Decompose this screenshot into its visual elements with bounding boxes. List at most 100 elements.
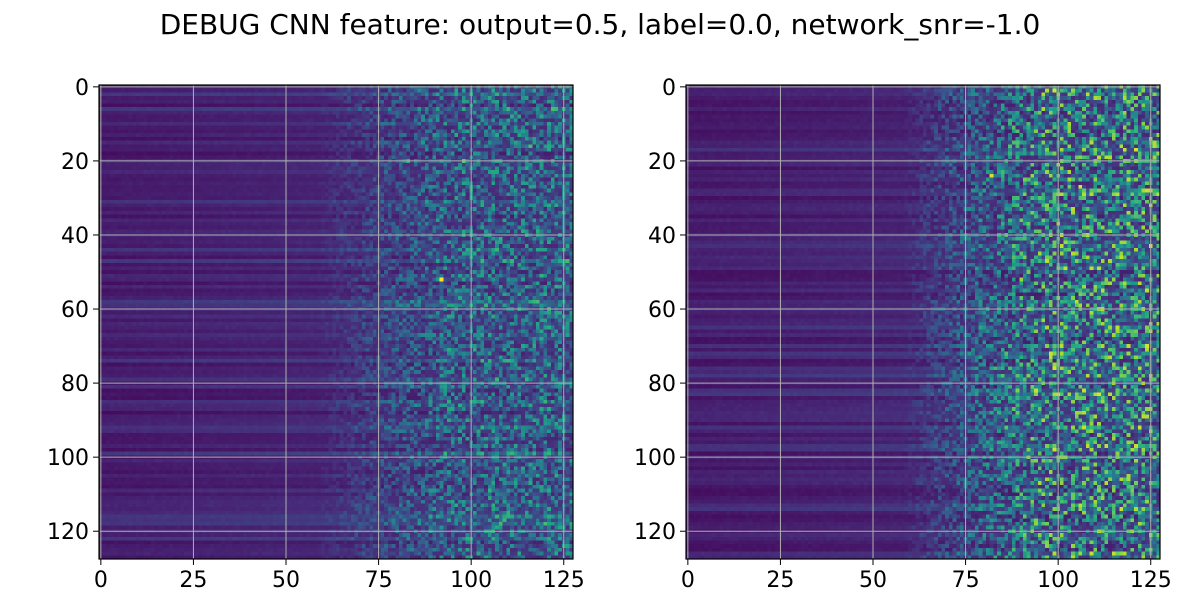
heatmap-cell [454,203,459,208]
heatmap-cell [302,144,307,149]
heatmap-cell [150,144,155,149]
heatmap-cell [176,222,181,227]
heatmap-cell [447,140,452,145]
heatmap-cell [236,133,241,138]
heatmap-cell [413,203,418,208]
heatmap-cell [217,184,222,190]
heatmap-cell [395,155,400,160]
heatmap-cell [421,177,426,182]
heatmap-cell [406,99,411,104]
heatmap-cell [535,170,541,175]
heatmap-cell [117,103,122,108]
heatmap-cell [480,155,485,160]
heatmap-cell [121,196,126,201]
heatmap-cell [410,118,415,123]
heatmap-cell [428,188,433,193]
heatmap-cell [428,222,433,227]
heatmap-cell [565,144,570,149]
heatmap-cell [521,136,526,141]
heatmap-cell [347,203,352,208]
heatmap-cell [128,199,133,204]
heatmap-cell [439,110,444,115]
heatmap-cell [173,140,178,145]
heatmap-cell [273,133,278,138]
heatmap-cell [350,99,355,104]
heatmap-cell [313,140,318,145]
heatmap-cell [295,125,300,130]
heatmap-cell [210,103,215,108]
heatmap-cell [491,151,496,156]
heatmap-cell [395,133,400,138]
heatmap-cell [435,181,441,186]
heatmap-cell [450,196,455,201]
heatmap-cell [243,181,248,186]
heatmap-cell [128,181,133,186]
heatmap-cell [510,136,515,141]
heatmap-cell [273,218,278,223]
heatmap-cell [543,225,548,230]
heatmap-cell [102,151,107,156]
heatmap-cell [332,114,337,119]
heatmap-cell [480,99,485,104]
heatmap-cell [139,144,144,149]
heatmap-cell [298,199,304,204]
heatmap-cell [369,136,374,141]
heatmap-cell [554,151,559,156]
heatmap-cell [124,188,129,193]
heatmap-cell [117,125,122,130]
heatmap-cell [187,122,192,127]
heatmap-cell [143,155,148,160]
heatmap-cell [169,144,174,149]
heatmap-cell [295,177,300,182]
heatmap-cell [173,214,178,219]
heatmap-cell [321,88,326,93]
heatmap-cell [217,162,222,167]
heatmap-cell [454,92,459,97]
heatmap-cell [180,188,185,193]
heatmap-cell [195,203,200,208]
heatmap-cell [291,181,296,186]
heatmap-cell [373,96,378,101]
heatmap-cell [450,170,455,175]
heatmap-cell [495,133,500,138]
heatmap-cell [236,170,241,175]
heatmap-cell [432,225,437,230]
heatmap-cell [243,199,248,204]
heatmap-cell [254,222,259,227]
heatmap-cell [384,107,389,112]
heatmap-cell [165,136,170,141]
heatmap-cell [198,225,204,230]
heatmap-cell [202,107,207,112]
heatmap-cell [161,133,166,138]
heatmap-cell [554,196,559,201]
heatmap-cell [247,170,252,175]
heatmap-cell [132,114,137,119]
heatmap-cell [473,88,478,93]
heatmap-cell [202,151,207,156]
heatmap-cell [198,129,204,134]
heatmap-cell [110,155,115,160]
heatmap-cell [117,147,122,152]
heatmap-cell [443,107,448,112]
heatmap-cell [236,196,241,201]
heatmap-cell [132,103,137,108]
heatmap-cell [273,92,278,97]
heatmap-cell [539,129,544,134]
heatmap-cell [184,110,189,115]
heatmap-cell [184,125,189,130]
heatmap-cell [569,166,574,171]
heatmap-cell [521,166,526,171]
heatmap-cell [124,125,129,130]
heatmap-cell [321,122,326,127]
heatmap-cell [295,225,300,230]
heatmap-cell [510,114,515,119]
heatmap-cell [480,92,485,97]
heatmap-cell [413,151,418,156]
heatmap-cell [424,96,429,101]
heatmap-cell [221,151,226,156]
heatmap-cell [532,181,537,186]
heatmap-cell [158,170,163,175]
heatmap-cell [521,155,526,160]
heatmap-cell [380,107,385,112]
heatmap-cell [398,144,403,149]
